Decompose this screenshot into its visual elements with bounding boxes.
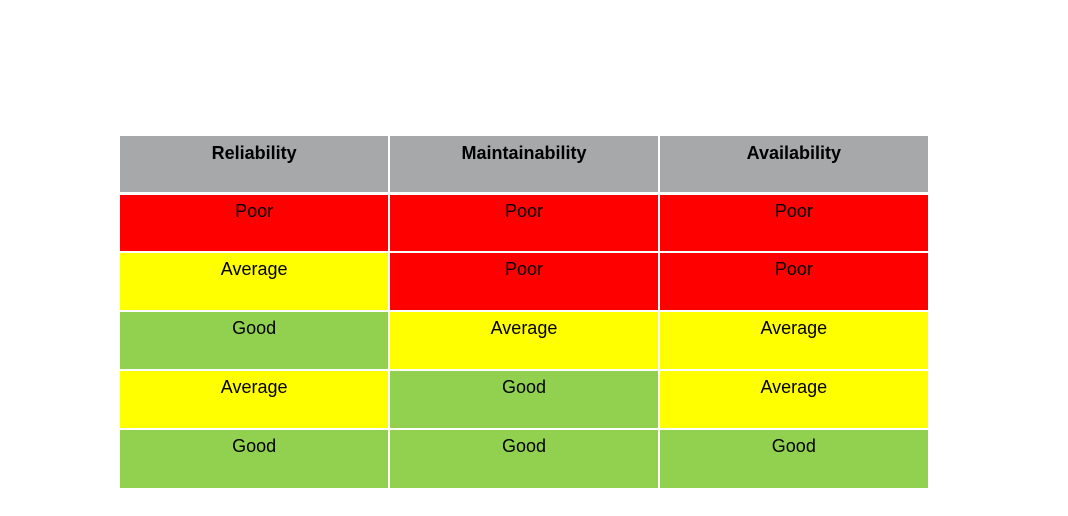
cell-maintainability-rating: Good <box>388 369 660 430</box>
cell-availability-rating: Average <box>657 369 928 430</box>
cell-reliability-rating: Poor <box>120 191 391 253</box>
cell-maintainability-rating: Average <box>388 310 660 371</box>
cell-availability-rating: Poor <box>657 251 928 312</box>
cell-reliability-rating: Good <box>120 428 391 488</box>
cell-availability-rating: Good <box>657 428 928 488</box>
cell-maintainability-rating: Poor <box>388 251 660 312</box>
header-reliability: Reliability <box>120 136 391 194</box>
cell-availability-rating: Poor <box>657 191 928 253</box>
header-availability: Availability <box>657 136 928 194</box>
table-row: Poor Poor Poor <box>120 191 928 253</box>
rma-rating-table: Reliability Maintainability Availability… <box>120 136 928 488</box>
table-row: Average Poor Poor <box>120 251 928 312</box>
table-row: Good Good Good <box>120 428 928 488</box>
header-maintainability: Maintainability <box>388 136 660 194</box>
cell-reliability-rating: Average <box>120 251 391 312</box>
cell-maintainability-rating: Poor <box>388 191 660 253</box>
cell-reliability-rating: Good <box>120 310 391 371</box>
table-row: Average Good Average <box>120 369 928 430</box>
cell-availability-rating: Average <box>657 310 928 371</box>
table-row: Good Average Average <box>120 310 928 371</box>
header-row: Reliability Maintainability Availability <box>120 136 928 194</box>
cell-maintainability-rating: Good <box>388 428 660 488</box>
cell-reliability-rating: Average <box>120 369 391 430</box>
table-body: Poor Poor Poor Average Poor Poor Good Average Av… <box>120 191 928 488</box>
